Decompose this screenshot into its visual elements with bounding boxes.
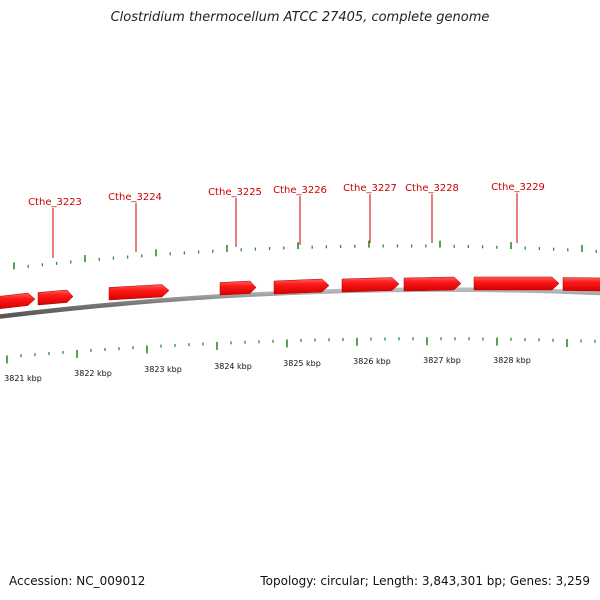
kbp-label: 3826 kbp <box>353 357 391 366</box>
gene-arrow[interactable] <box>403 276 462 292</box>
map-title: Clostridium thermocellum ATCC 27405, com… <box>110 10 490 25</box>
kbp-label: 3825 kbp <box>283 359 321 368</box>
gene-arrow[interactable] <box>37 289 74 306</box>
gene-arrow[interactable] <box>0 292 36 310</box>
gene-label[interactable]: Cthe_3224 <box>108 192 162 203</box>
kbp-label: 3823 kbp <box>144 365 182 374</box>
kbp-label: 3827 kbp <box>423 356 461 365</box>
gene-label[interactable]: Cthe_3227 <box>343 183 397 194</box>
lower-tick-track <box>6 337 596 364</box>
kbp-label: 3824 kbp <box>214 362 252 371</box>
gene-label[interactable]: Cthe_3226 <box>273 185 327 196</box>
kbp-label: 3828 kbp <box>493 356 531 365</box>
gene-arrow[interactable] <box>273 278 330 295</box>
gene-arrow[interactable] <box>219 280 257 296</box>
accession-text: Accession: NC_009012 <box>9 574 146 588</box>
gene-arrow[interactable] <box>473 276 560 291</box>
gene-arrow[interactable] <box>341 277 400 293</box>
kbp-label: 3822 kbp <box>74 369 112 378</box>
gene-leader-lines <box>52 193 518 258</box>
gene-arrow[interactable] <box>108 284 170 301</box>
kbp-label: 3821 kbp <box>4 374 42 383</box>
genome-backbone <box>0 287 600 319</box>
gene-label[interactable]: Cthe_3223 <box>28 197 82 208</box>
gene-label[interactable]: Cthe_3225 <box>208 187 262 198</box>
upper-tick-track <box>13 240 597 270</box>
gene-arrow[interactable] <box>562 277 600 292</box>
gene-label[interactable]: Cthe_3229 <box>491 182 545 193</box>
gene-label[interactable]: Cthe_3228 <box>405 183 459 194</box>
genome-summary-text: Topology: circular; Length: 3,843,301 bp… <box>260 574 590 588</box>
gene-track <box>0 276 600 310</box>
